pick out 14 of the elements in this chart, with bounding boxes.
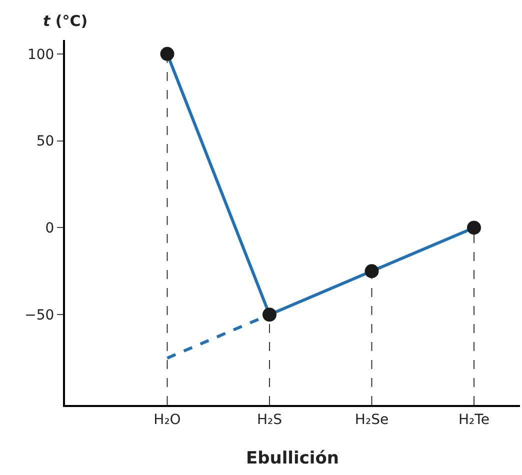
point xyxy=(160,46,174,61)
y-tick-label: −50 xyxy=(24,308,54,324)
point xyxy=(262,308,276,322)
x-tick-label: H₂S xyxy=(256,412,282,428)
x-tick-label: H₂Te xyxy=(458,412,490,428)
y-tick-label: 50 xyxy=(36,134,54,150)
point xyxy=(364,264,379,278)
y-axis-title: t (°C) xyxy=(43,12,88,30)
y-tick-label: 0 xyxy=(45,220,54,237)
x-tick-label: H₂O xyxy=(154,412,181,428)
point xyxy=(466,220,481,235)
x-tick-label: H₂Se xyxy=(354,412,389,428)
y-tick-label: 100 xyxy=(27,46,54,63)
x-axis-title: Ebullición xyxy=(246,448,340,469)
